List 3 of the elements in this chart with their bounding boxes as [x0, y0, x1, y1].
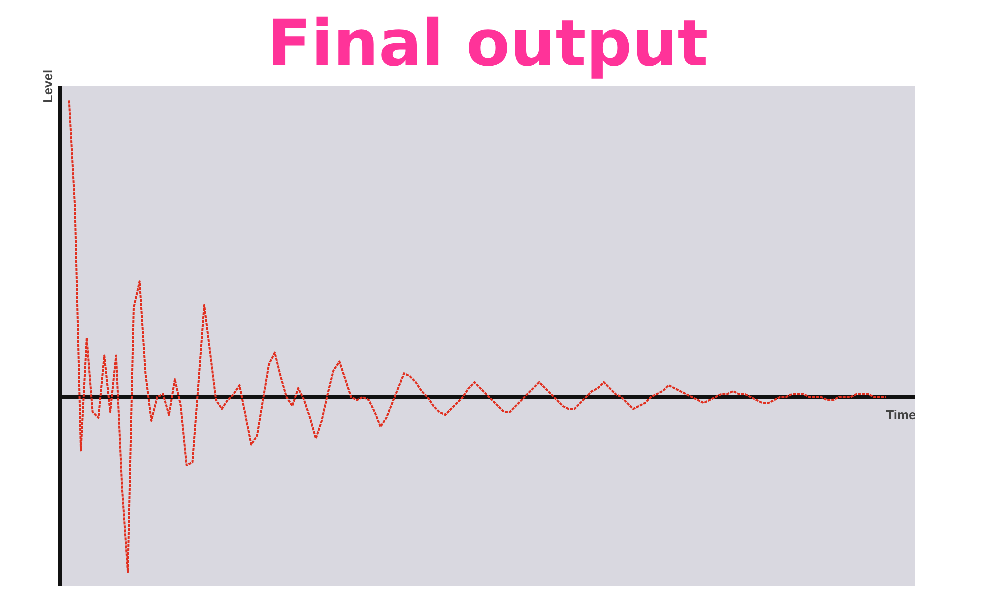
chart-title: Final output — [268, 8, 708, 82]
x-axis-title: Time — [886, 407, 916, 422]
y-axis-title: Level — [40, 70, 56, 104]
